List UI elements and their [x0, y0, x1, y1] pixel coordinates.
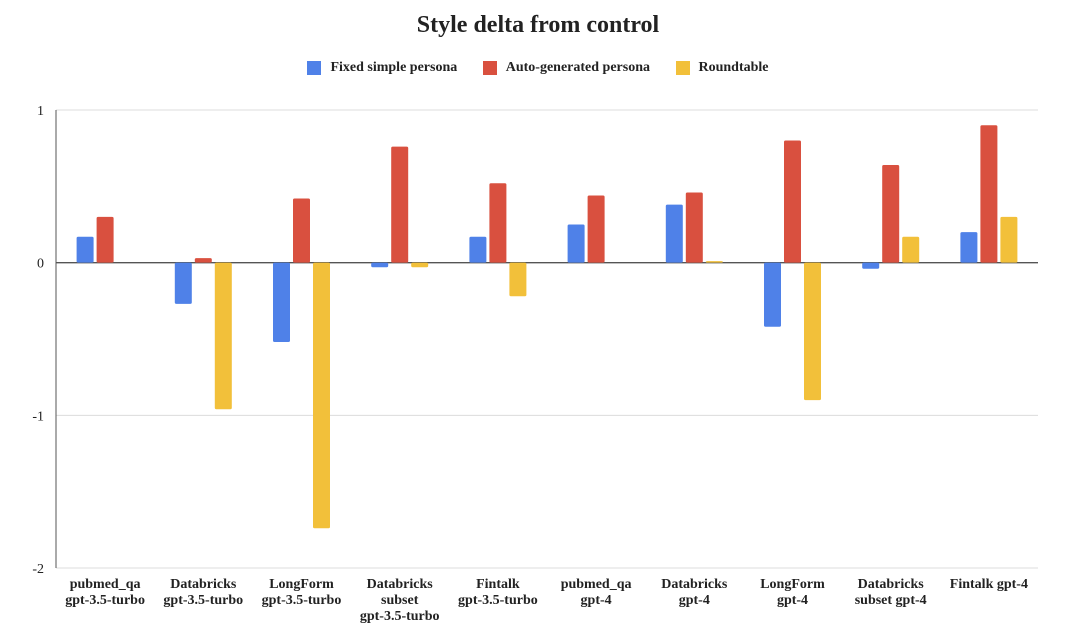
x-tick-label: LongForm gpt-4	[760, 577, 825, 608]
bar-roundtable-6	[705, 261, 723, 263]
chart-title: Style delta from control	[416, 12, 660, 38]
x-tick-label-line: Fintalk gpt-4	[950, 577, 1028, 592]
bar-fixed-simple-persona-3	[371, 262, 389, 268]
x-tick-label: Fintalk gpt-3.5-turbo	[458, 577, 538, 608]
bar-auto-generated-persona-9	[980, 125, 998, 263]
x-tick-label: Databricks gpt-3.5-turbo	[163, 577, 243, 608]
x-tick-label: Databricks subset gpt-4	[855, 577, 927, 608]
x-tick-label-line: LongForm	[269, 577, 334, 592]
bar-fixed-simple-persona-4	[469, 236, 487, 263]
x-tick-label: pubmed_qa gpt-3.5-turbo	[65, 577, 145, 608]
x-tick-label-line: gpt-3.5-turbo	[163, 593, 243, 608]
legend-label-roundtable: Roundtable	[698, 60, 769, 75]
bar-fixed-simple-persona-7	[764, 262, 781, 327]
legend-label-auto: Auto-generated persona	[505, 60, 650, 75]
bar-roundtable-4	[509, 262, 527, 297]
legend-swatch-roundtable	[675, 61, 690, 75]
legend-item-roundtable: Roundtable	[675, 60, 769, 76]
bar-roundtable-7	[804, 262, 821, 401]
bar-roundtable-9	[1000, 216, 1018, 263]
legend-item-auto: Auto-generated persona	[482, 60, 650, 76]
bar-auto-generated-persona-7	[784, 140, 801, 263]
bar-fixed-simple-persona-9	[960, 232, 978, 263]
x-tick-label-line: Databricks	[661, 577, 728, 592]
x-tick-label-line: gpt-4	[581, 593, 612, 608]
bar-auto-generated-persona-5	[587, 195, 605, 263]
bar-roundtable-2	[313, 262, 330, 529]
bar-auto-generated-persona-2	[293, 198, 310, 263]
x-tick-label-line: pubmed_qa	[561, 577, 632, 592]
bar-fixed-simple-persona-6	[665, 204, 683, 263]
bar-auto-generated-persona-6	[685, 192, 703, 263]
bar-roundtable-8	[902, 236, 920, 263]
x-tick-label: pubmed_qa gpt-4	[561, 577, 632, 608]
x-tick-label: Databricks subset gpt-3.5-turbo	[360, 577, 440, 624]
bar-auto-generated-persona-0	[96, 216, 114, 263]
legend-label-fixed: Fixed simple persona	[330, 60, 458, 75]
bar-fixed-simple-persona-5	[567, 224, 585, 263]
x-tick-label-line: gpt-4	[679, 593, 710, 608]
x-tick-label: Fintalk gpt-4	[950, 577, 1028, 592]
x-tick-label-line: pubmed_qa	[70, 577, 141, 592]
x-tick-label-line: Databricks	[367, 577, 434, 592]
bar-auto-generated-persona-1	[194, 258, 212, 263]
bar-auto-generated-persona-3	[391, 146, 409, 263]
y-tick-label: 0	[37, 257, 44, 272]
x-tick-label: LongForm gpt-3.5-turbo	[262, 577, 342, 608]
y-tick-label: -1	[32, 409, 44, 424]
bar-roundtable-1	[214, 262, 232, 410]
bar-roundtable-3	[411, 262, 429, 268]
x-tick-label-line: subset gpt-4	[855, 593, 927, 608]
legend-item-fixed: Fixed simple persona	[307, 60, 457, 76]
x-tick-label-line: gpt-3.5-turbo	[458, 593, 538, 608]
x-tick-label-line: Databricks	[170, 577, 237, 592]
bar-fixed-simple-persona-0	[76, 236, 94, 263]
y-tick-label: 1	[37, 104, 44, 119]
x-tick-label: Databricks gpt-4	[661, 577, 728, 608]
x-tick-label-line: subset	[381, 593, 419, 608]
x-tick-label-line: gpt-3.5-turbo	[360, 609, 440, 624]
bar-fixed-simple-persona-8	[862, 262, 880, 269]
x-tick-label-line: Fintalk	[476, 577, 520, 592]
legend: Fixed simple persona Auto-generated pers…	[0, 60, 1076, 80]
x-tick-label-line: gpt-3.5-turbo	[262, 593, 342, 608]
legend-swatch-auto	[482, 61, 497, 75]
x-tick-label-line: LongForm	[760, 577, 825, 592]
x-tick-label-line: Databricks	[858, 577, 925, 592]
bar-fixed-simple-persona-2	[273, 262, 290, 343]
bar-auto-generated-persona-8	[882, 164, 900, 263]
bar-fixed-simple-persona-1	[174, 262, 192, 304]
y-tick-label: -2	[32, 562, 44, 577]
x-tick-label-line: gpt-4	[777, 593, 808, 608]
bar-auto-generated-persona-4	[489, 183, 507, 263]
x-tick-label-line: gpt-3.5-turbo	[65, 593, 145, 608]
legend-swatch-fixed	[307, 61, 322, 75]
